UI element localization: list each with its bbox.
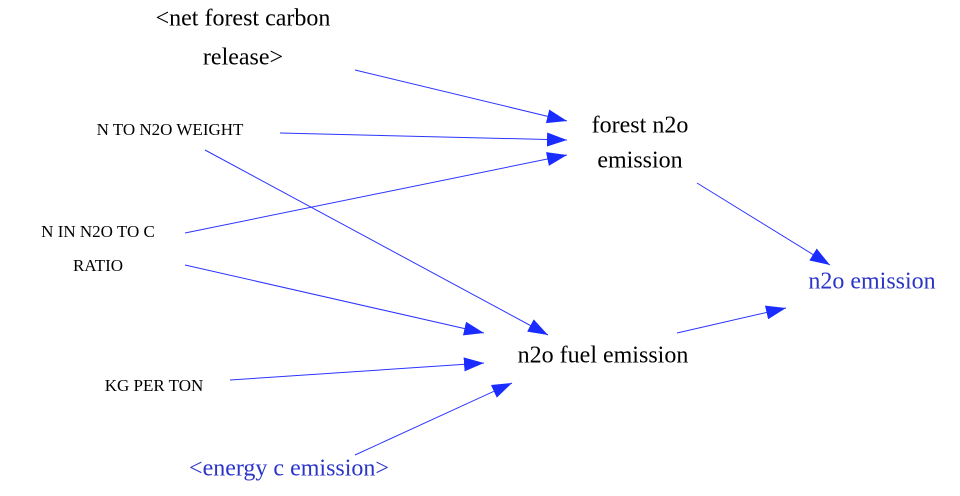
- arrows: [184, 69, 831, 456]
- node-label: forest n2o: [592, 113, 689, 139]
- arrow: [184, 264, 485, 336]
- arrow: [229, 357, 485, 381]
- node-label: release>: [203, 45, 283, 71]
- arrow: [204, 149, 549, 336]
- arrow: [354, 382, 513, 456]
- nodes: <net forest carbon release> N TO N2O WEI…: [41, 6, 936, 482]
- node-label: emission: [597, 148, 682, 174]
- arrow: [279, 132, 568, 147]
- node-label: RATIO: [73, 256, 123, 275]
- node-label: <net forest carbon: [156, 6, 331, 32]
- arrow: [184, 152, 568, 234]
- arrow: [676, 305, 787, 334]
- arrow: [354, 69, 568, 124]
- node-label: N TO N2O WEIGHT: [97, 120, 244, 139]
- node-label: N IN N2O TO C: [41, 222, 155, 241]
- node-label: n2o fuel emission: [518, 343, 689, 369]
- node-label: KG PER TON: [105, 376, 204, 395]
- node-label: n2o emission: [808, 269, 935, 295]
- arrow: [696, 182, 831, 266]
- node-label: <energy c emission>: [189, 456, 389, 482]
